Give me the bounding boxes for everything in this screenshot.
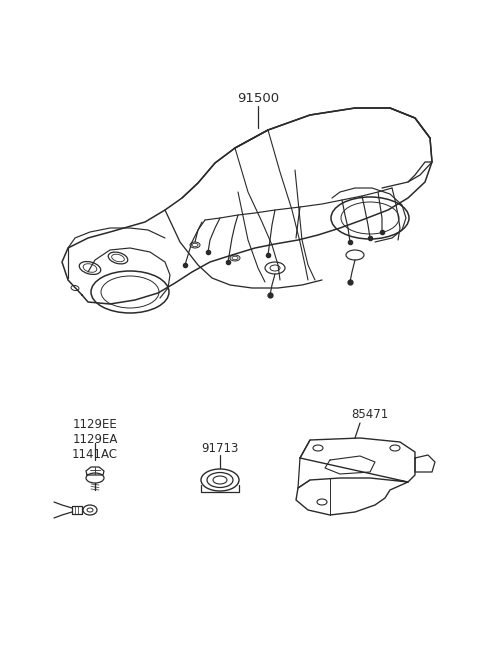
Polygon shape <box>86 467 104 475</box>
Polygon shape <box>415 455 435 472</box>
Polygon shape <box>72 506 82 514</box>
Text: 1129EE
1129EA
1141AC: 1129EE 1129EA 1141AC <box>72 418 118 461</box>
Polygon shape <box>296 438 415 515</box>
Text: 85471: 85471 <box>351 409 389 422</box>
Text: 91500: 91500 <box>237 92 279 105</box>
Text: 91713: 91713 <box>201 441 239 455</box>
